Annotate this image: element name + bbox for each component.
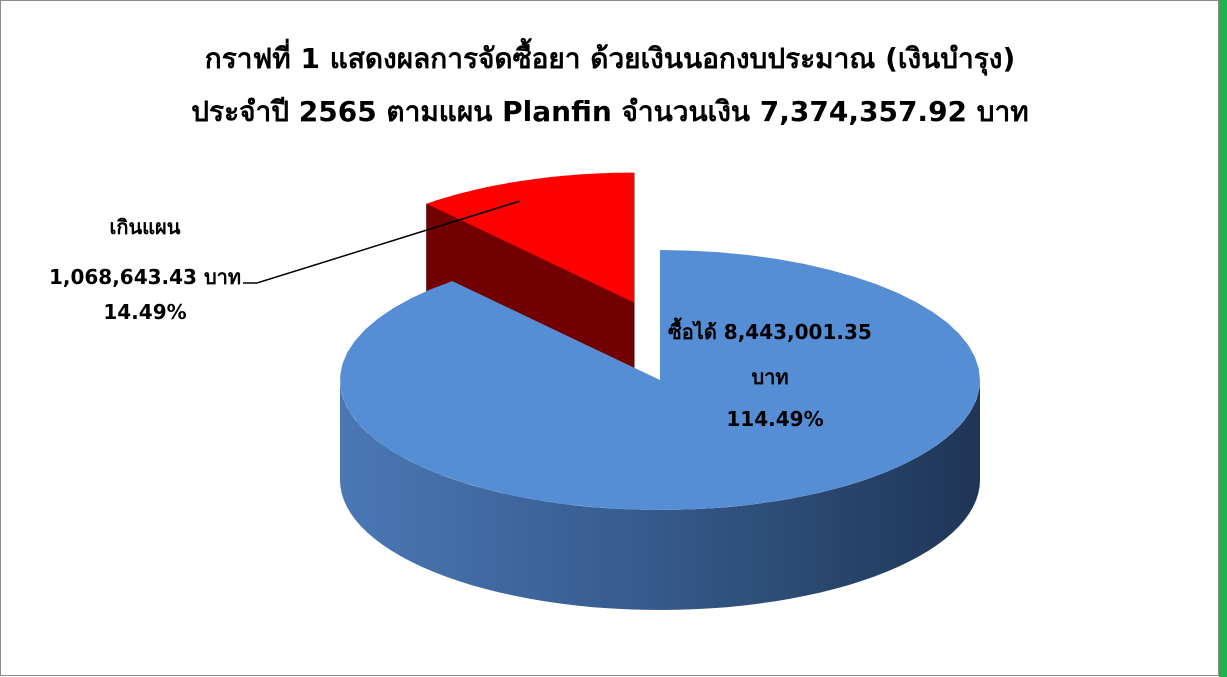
- chart-title: กราฟที่ 1 แสดงผลการจัดซื้อยา ด้วยเงินนอก…: [205, 37, 1016, 76]
- slice-top: [426, 172, 635, 303]
- data-label: 14.49%: [103, 300, 186, 324]
- labels: ซื้อได้ 8,443,001.35 บาท 114.49% เกินแผน 1,0…: [49, 200, 872, 431]
- pie: [340, 172, 981, 610]
- chart-title: ประจำปี 2565 ตามแผน Planfin จำนวนเงิน 7,…: [191, 95, 1028, 128]
- label-part: 114.49%: [726, 407, 823, 431]
- label-part: บาท: [204, 265, 241, 289]
- data-label: เกินแผน: [110, 215, 181, 239]
- label-part: 1,068,643.43: [49, 265, 197, 289]
- leader-line: [243, 200, 521, 284]
- data-label: 1,068,643.43 บาท: [49, 265, 241, 289]
- label-part: บาท: [751, 365, 788, 389]
- slice-top: [340, 250, 981, 510]
- data-label: ซื้อได้ 8,443,001.35: [668, 317, 872, 344]
- label-part: ซื้อได้: [668, 317, 717, 344]
- edge-strip: [1219, 0, 1227, 677]
- label-part: 14.49%: [103, 300, 186, 324]
- label-part: 8,443,001.35: [724, 320, 872, 344]
- data-label: 114.49%: [726, 407, 823, 431]
- label-part: เกินแผน: [110, 215, 181, 239]
- data-label: บาท: [751, 365, 788, 389]
- pie-slice: [340, 250, 981, 610]
- slice-side: [340, 380, 980, 610]
